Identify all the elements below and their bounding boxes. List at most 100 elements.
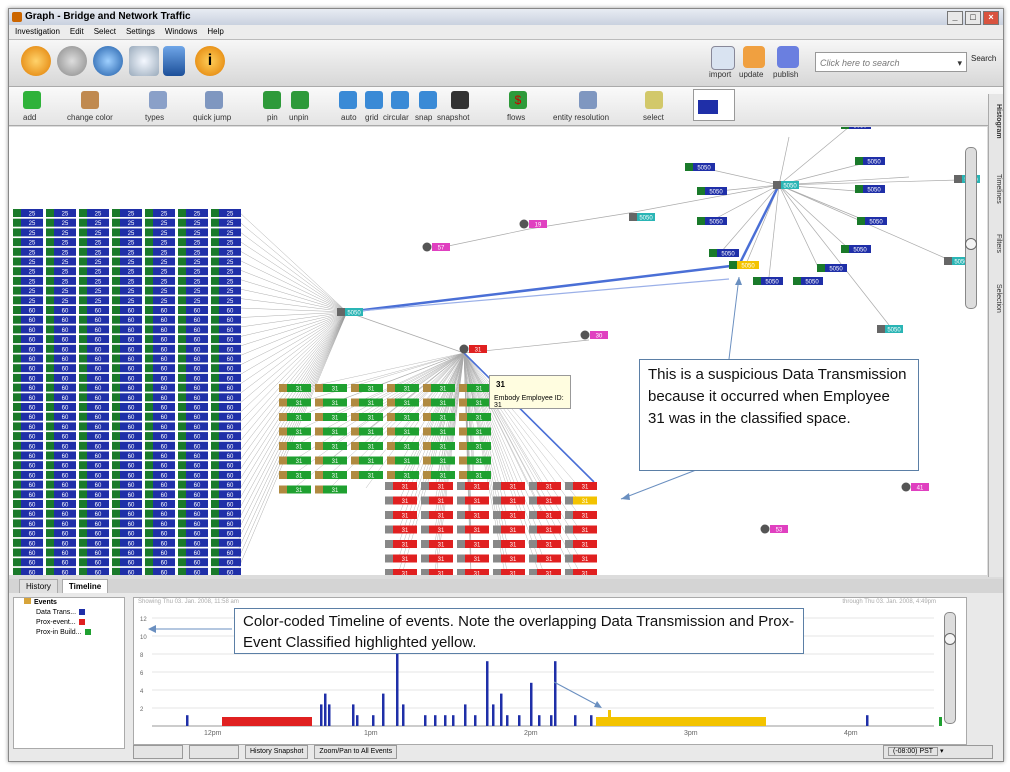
- update-icon[interactable]: [743, 46, 765, 68]
- add-icon[interactable]: [23, 91, 41, 109]
- home-icon[interactable]: [21, 46, 51, 76]
- grid-label: grid: [365, 113, 379, 122]
- tree-item-prox-build[interactable]: Prox-in Build...: [14, 628, 124, 638]
- graph-node-red-label: 31: [582, 514, 589, 520]
- timeline-y-tick: 6: [140, 671, 144, 677]
- nav-forward-button[interactable]: [189, 745, 239, 759]
- auto-layout-icon[interactable]: [339, 91, 357, 109]
- document-icon[interactable]: [129, 46, 159, 76]
- snapshot-label: snapshot: [437, 113, 470, 122]
- camera-icon[interactable]: [451, 91, 469, 109]
- dollar-icon[interactable]: $: [509, 91, 527, 109]
- graph-view-icon[interactable]: [57, 46, 87, 76]
- nav-back-button[interactable]: [133, 745, 183, 759]
- side-tab-histogram[interactable]: Histogram: [995, 104, 1002, 139]
- side-tab-filters[interactable]: Filters: [995, 234, 1002, 254]
- database-icon[interactable]: [163, 46, 185, 76]
- graph-node-blue-label: 60: [194, 454, 201, 460]
- chevron-down-icon[interactable]: ▾: [957, 58, 962, 68]
- select-icon[interactable]: [645, 91, 663, 109]
- change-color-icon[interactable]: [81, 91, 99, 109]
- graph-canvas[interactable]: 25 25 25 25 25 25 25 25 25 25 25 25 25 25 25 25 25 25 25 25…: [9, 127, 987, 575]
- search-button[interactable]: Search: [971, 54, 997, 63]
- graph-node-blue-label: 60: [62, 318, 69, 324]
- graph-node-blue: [186, 364, 208, 373]
- overview-thumbnail[interactable]: [693, 89, 735, 121]
- menu-windows[interactable]: Windows: [164, 27, 198, 36]
- person-icon: [760, 524, 770, 534]
- graph-edge: [238, 298, 348, 313]
- timeline-zoom-slider[interactable]: [944, 612, 956, 724]
- graph-node-blue-icon: [112, 209, 120, 217]
- zoom-slider-handle[interactable]: [965, 238, 977, 250]
- graph-node-red-icon: [529, 496, 537, 505]
- graph-node-red-label: 31: [402, 557, 409, 563]
- graph-node-green-icon: [279, 384, 287, 392]
- timezone-select[interactable]: (-08:00) PST ▾: [883, 745, 993, 759]
- graph-node-blue: [21, 344, 43, 353]
- graph-node-green-label: 31: [368, 474, 375, 480]
- graph-node-blue-icon: [13, 276, 21, 285]
- graph-node-blue: [21, 470, 43, 479]
- graph-node-green-label: 31: [368, 430, 375, 436]
- arrow-head-icon: [735, 277, 742, 285]
- timeline-chart[interactable]: Showing Thu 03. Jan. 2008, 11:58 am thro…: [133, 597, 967, 745]
- info-icon[interactable]: i: [195, 46, 225, 76]
- quick-jump-icon[interactable]: [205, 91, 223, 109]
- types-icon[interactable]: [149, 91, 167, 109]
- side-tab-selection[interactable]: Selection: [995, 284, 1002, 313]
- graph-node-blue: [87, 480, 109, 489]
- graph-node-red: [573, 482, 597, 490]
- callout-timeline: Color-coded Timeline of events. Note the…: [234, 608, 804, 654]
- snap-icon[interactable]: [419, 91, 437, 109]
- tooltip-id: 31: [496, 380, 505, 389]
- import-icon[interactable]: [711, 46, 735, 70]
- graph-edge: [778, 184, 870, 223]
- publish-icon[interactable]: [777, 46, 799, 68]
- graph-node-blue-label: 25: [128, 289, 135, 295]
- tab-timeline[interactable]: Timeline: [61, 579, 109, 593]
- menu-help[interactable]: Help: [207, 27, 224, 36]
- menu-settings[interactable]: Settings: [125, 27, 155, 36]
- graph-node-blue-icon: [13, 364, 21, 373]
- grid-layout-icon[interactable]: [365, 91, 383, 109]
- globe-icon[interactable]: [93, 46, 123, 76]
- graph-node-blue-icon: [79, 500, 87, 508]
- graph-node-green-icon: [423, 427, 431, 436]
- zoom-slider[interactable]: [965, 147, 977, 309]
- zoom-all-events-button[interactable]: Zoom/Pan to All Events: [314, 745, 398, 759]
- pin-icon[interactable]: [263, 91, 281, 109]
- unpin-icon[interactable]: [291, 91, 309, 109]
- side-tab-timelines[interactable]: Timelines: [995, 174, 1002, 204]
- menu-edit[interactable]: Edit: [69, 27, 84, 36]
- graph-node-red-label: 31: [438, 543, 445, 549]
- tree-item-data-trans[interactable]: Data Trans...: [14, 608, 124, 618]
- entity-resolution-icon[interactable]: [579, 91, 597, 109]
- circular-layout-icon[interactable]: [391, 91, 409, 109]
- graph-node-blue: [54, 238, 76, 247]
- graph-node-blue: [21, 315, 43, 324]
- tab-history[interactable]: History: [19, 579, 58, 593]
- graph-node-blue: [153, 509, 175, 518]
- graph-node-blue: [54, 509, 76, 518]
- graph-node-blue-label: 60: [95, 464, 102, 470]
- tree-root[interactable]: Events: [14, 598, 124, 608]
- menu-select[interactable]: Select: [93, 27, 116, 36]
- graph-node-blue-label: 25: [227, 289, 234, 295]
- maximize-button[interactable]: □: [965, 11, 981, 25]
- graph-hub-node-label: 5050: [783, 184, 797, 190]
- timeline-slider-handle[interactable]: [944, 633, 956, 645]
- minimize-button[interactable]: _: [947, 11, 963, 25]
- close-button[interactable]: ×: [983, 11, 999, 25]
- graph-node-blue-label: 60: [227, 570, 234, 575]
- graph-node-blue: [87, 441, 109, 450]
- graph-node-blue-label: 60: [161, 464, 168, 470]
- tree-item-prox-event[interactable]: Prox-event...: [14, 618, 124, 628]
- graph-node-red: [501, 482, 525, 490]
- search-input[interactable]: Click here to search ▾: [815, 52, 967, 72]
- graph-node-blue: [87, 538, 109, 547]
- graph-node-blue-label: 60: [128, 425, 135, 431]
- menu-investigation[interactable]: Investigation: [15, 27, 60, 36]
- graph-node-blue-label: 60: [161, 415, 168, 421]
- history-snapshot-button[interactable]: History Snapshot: [245, 745, 309, 759]
